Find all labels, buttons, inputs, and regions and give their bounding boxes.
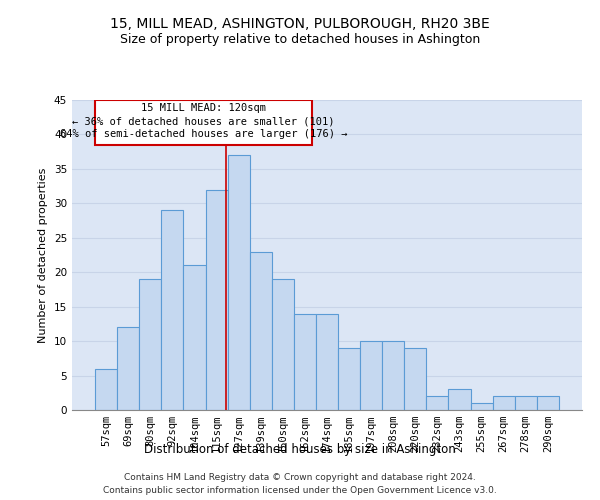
Bar [250, 252, 272, 410]
Bar [95, 100, 311, 145]
Text: Size of property relative to detached houses in Ashington: Size of property relative to detached ho… [120, 32, 480, 46]
Bar [470, 403, 493, 410]
Bar [448, 390, 470, 410]
Bar [139, 279, 161, 410]
Bar [117, 328, 139, 410]
Bar [184, 266, 206, 410]
Text: Contains HM Land Registry data © Crown copyright and database right 2024.: Contains HM Land Registry data © Crown c… [124, 472, 476, 482]
Text: 15, MILL MEAD, ASHINGTON, PULBOROUGH, RH20 3BE: 15, MILL MEAD, ASHINGTON, PULBOROUGH, RH… [110, 18, 490, 32]
Bar [95, 368, 117, 410]
Text: ← 36% of detached houses are smaller (101): ← 36% of detached houses are smaller (10… [72, 116, 335, 126]
Text: 15 MILL MEAD: 120sqm: 15 MILL MEAD: 120sqm [141, 104, 266, 114]
Bar [515, 396, 537, 410]
Text: 64% of semi-detached houses are larger (176) →: 64% of semi-detached houses are larger (… [59, 130, 347, 140]
Bar [338, 348, 360, 410]
Y-axis label: Number of detached properties: Number of detached properties [38, 168, 49, 342]
Bar [427, 396, 448, 410]
Bar [272, 279, 294, 410]
Bar [537, 396, 559, 410]
Bar [206, 190, 227, 410]
Bar [382, 341, 404, 410]
Bar [316, 314, 338, 410]
Bar [493, 396, 515, 410]
Text: Distribution of detached houses by size in Ashington: Distribution of detached houses by size … [144, 442, 456, 456]
Bar [227, 155, 250, 410]
Text: Contains public sector information licensed under the Open Government Licence v3: Contains public sector information licen… [103, 486, 497, 495]
Bar [161, 210, 184, 410]
Bar [294, 314, 316, 410]
Bar [360, 341, 382, 410]
Bar [404, 348, 427, 410]
